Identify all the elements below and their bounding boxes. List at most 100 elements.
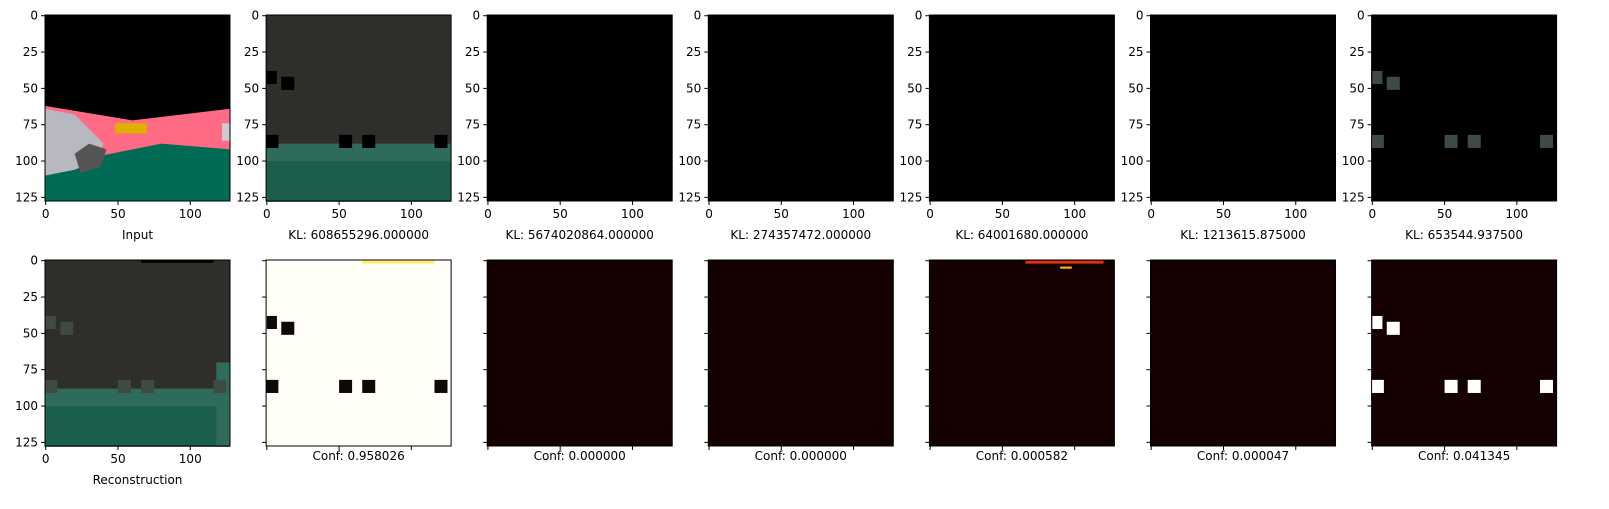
y-tick-label: 25	[23, 290, 38, 304]
panel: 0 50 100 0 25 50 75 100 125 Reconstruction	[15, 254, 231, 487]
y-tick-label: 100	[678, 154, 701, 168]
image-region	[45, 315, 56, 330]
y-tick-label: 25	[907, 45, 922, 59]
y-tick-label: 25	[1349, 45, 1364, 59]
image-region	[266, 379, 279, 393]
y-tick-label: 75	[23, 363, 38, 377]
x-tick-label: 100	[1284, 207, 1307, 221]
panel-label: KL: 5674020864.000000	[506, 228, 654, 242]
y-tick-label: 50	[465, 81, 480, 95]
panel: 0 50 100 0 25 50 75 100 125 KL: 274357472.000000	[678, 9, 894, 242]
y-tick-label: 25	[465, 45, 480, 59]
y-tick-label: 25	[686, 45, 701, 59]
image-region	[216, 362, 230, 447]
y-tick-label: 100	[15, 154, 38, 168]
y-tick-label: 125	[899, 190, 922, 204]
panel-label: KL: 1213615.875000	[1180, 228, 1305, 242]
y-tick-label: 0	[251, 9, 259, 23]
image-region	[266, 134, 279, 148]
panel: Conf: 0.000000	[704, 259, 894, 463]
y-tick-label: 100	[1121, 154, 1144, 168]
y-tick-label: 75	[465, 118, 480, 132]
y-tick-label: 0	[473, 9, 481, 23]
y-tick-label: 125	[15, 435, 38, 449]
image-region	[281, 321, 295, 335]
panel-label: Conf: 0.000047	[1197, 449, 1289, 463]
image-region	[1371, 260, 1557, 446]
axes-frame	[928, 14, 1115, 202]
image-region	[929, 15, 1115, 201]
image-region	[60, 321, 74, 335]
x-tick-label: 100	[400, 207, 423, 221]
y-tick-label: 50	[907, 81, 922, 95]
panel-label: KL: 64001680.000000	[955, 228, 1088, 242]
image-region	[281, 76, 295, 90]
x-tick-label: 100	[1063, 207, 1086, 221]
image-region	[1539, 134, 1553, 148]
panel-label: Conf: 0.958026	[312, 449, 404, 463]
x-tick-label: 0	[484, 207, 492, 221]
image-region	[434, 379, 448, 393]
axes-frame	[928, 259, 1115, 447]
image-region	[45, 406, 230, 447]
x-tick-label: 100	[179, 452, 202, 466]
image-region	[487, 15, 673, 201]
x-tick-label: 0	[705, 207, 713, 221]
y-tick-label: 50	[244, 81, 259, 95]
x-tick-label: 100	[179, 207, 202, 221]
y-tick-label: 25	[23, 45, 38, 59]
panel: 0 50 100 0 25 50 75 100 125 KL: 653544.937500	[1342, 9, 1558, 242]
y-tick-label: 25	[244, 45, 259, 59]
x-tick-label: 50	[1216, 207, 1231, 221]
image-region	[487, 260, 673, 446]
y-tick-label: 0	[30, 254, 38, 268]
image-region	[362, 379, 376, 393]
image-region	[115, 123, 147, 134]
x-tick-label: 100	[1505, 207, 1528, 221]
y-tick-label: 100	[15, 399, 38, 413]
image-region	[1371, 379, 1384, 393]
x-tick-label: 50	[1437, 207, 1452, 221]
panel: 0 50 100 0 25 50 75 100 125 KL: 64001680.000000	[899, 9, 1115, 242]
image-region	[222, 123, 230, 141]
x-tick-label: 0	[1147, 207, 1155, 221]
image-region	[1371, 15, 1557, 201]
panel: 0 50 100 0 25 50 75 100 125 KL: 1213615.875000	[1121, 9, 1336, 242]
y-tick-label: 50	[23, 326, 38, 340]
x-tick-label: 50	[995, 207, 1010, 221]
panel-label: Conf: 0.000582	[976, 449, 1068, 463]
y-tick-label: 50	[1128, 81, 1143, 95]
y-tick-label: 125	[1121, 190, 1144, 204]
image-region	[1386, 321, 1400, 335]
y-tick-label: 100	[1342, 154, 1365, 168]
image-region	[1150, 260, 1336, 446]
image-region	[1150, 15, 1336, 201]
panel: 0 50 100 0 25 50 75 100 125 Input	[15, 9, 231, 242]
x-tick-label: 100	[842, 207, 865, 221]
image-region	[708, 15, 894, 201]
image-region	[434, 134, 448, 148]
panel: Conf: 0.041345	[1367, 259, 1558, 463]
y-tick-label: 75	[1349, 118, 1364, 132]
y-tick-label: 125	[678, 190, 701, 204]
x-tick-label: 50	[110, 207, 125, 221]
y-tick-label: 125	[457, 190, 480, 204]
y-tick-label: 100	[899, 154, 922, 168]
axes-frame	[265, 259, 452, 447]
image-region	[362, 134, 376, 148]
x-tick-label: 50	[553, 207, 568, 221]
image-region	[1444, 134, 1458, 148]
y-tick-label: 125	[236, 190, 259, 204]
image-region	[1060, 266, 1072, 269]
panel-label: Input	[122, 228, 153, 242]
axes-frame	[1371, 259, 1558, 447]
image-region	[74, 143, 107, 173]
axes-frame	[707, 259, 894, 447]
image-region	[1025, 260, 1104, 264]
x-tick-label: 0	[1369, 207, 1377, 221]
y-tick-label: 75	[244, 118, 259, 132]
axes-frame	[44, 259, 231, 447]
image-region	[1371, 134, 1384, 148]
x-tick-label: 0	[263, 207, 271, 221]
